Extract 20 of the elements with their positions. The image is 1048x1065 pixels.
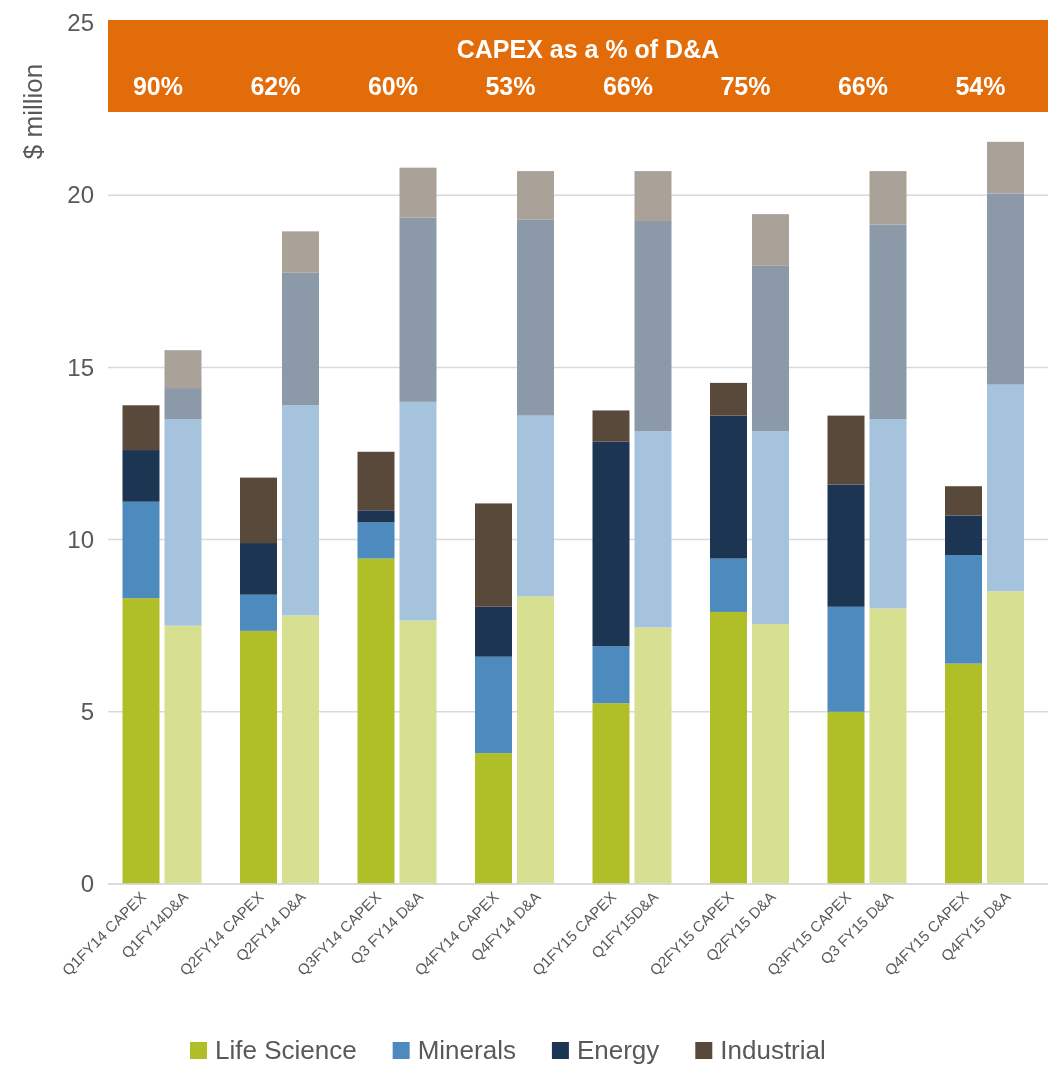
legend-label: Energy bbox=[576, 1035, 660, 1065]
annotation: 53% bbox=[485, 72, 536, 100]
annotation: 75% bbox=[720, 72, 771, 100]
legend-label: Minerals bbox=[417, 1035, 516, 1065]
annotation: 62% bbox=[250, 72, 301, 100]
y-tick-label: 15 bbox=[67, 353, 94, 381]
annotation: CAPEX as a % of D&A bbox=[456, 35, 720, 63]
y-tick-label: 10 bbox=[67, 525, 94, 553]
y-tick-label: 20 bbox=[67, 181, 94, 209]
y-tick-label: 25 bbox=[67, 9, 94, 37]
annotation: 66% bbox=[602, 72, 654, 100]
annotation: 60% bbox=[367, 72, 419, 100]
annotation: 90% bbox=[132, 72, 184, 100]
annotation: 66% bbox=[837, 72, 889, 100]
legend-label: Life Science bbox=[215, 1035, 357, 1065]
annotation: 54% bbox=[955, 72, 1006, 100]
legend-label: Industrial bbox=[720, 1035, 826, 1065]
y-tick-label: 0 bbox=[80, 870, 94, 898]
y-axis-title: $ million bbox=[18, 63, 48, 160]
y-tick-label: 5 bbox=[80, 697, 94, 725]
